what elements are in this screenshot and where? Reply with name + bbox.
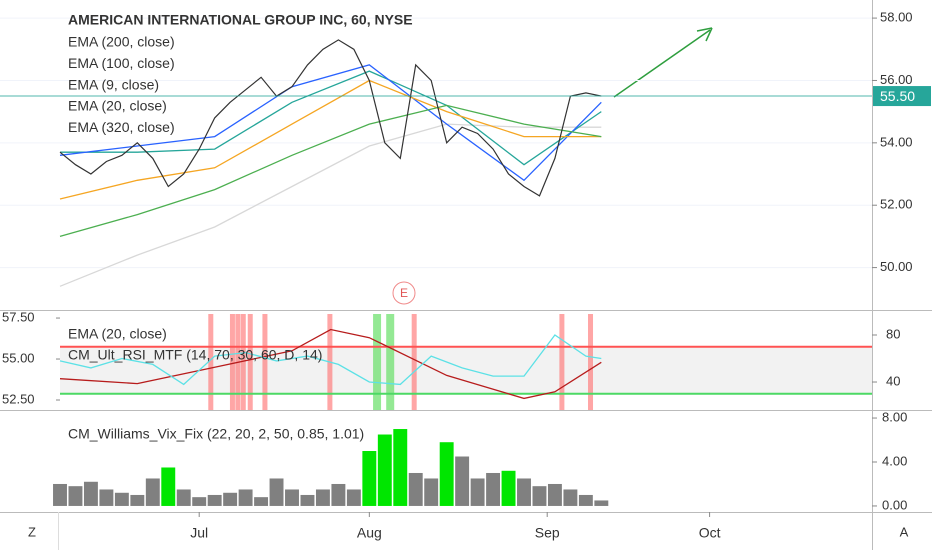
price-line — [59, 39, 602, 197]
y-tick-label: 50.00 — [880, 259, 913, 274]
bar — [161, 467, 176, 506]
arrow-head — [696, 27, 713, 42]
bar — [362, 451, 377, 506]
indicator-line — [59, 328, 602, 400]
y-tick-label: 54.00 — [880, 134, 913, 149]
bar — [130, 494, 145, 506]
bar — [269, 478, 284, 506]
y2-tick-label: 55.00 — [2, 350, 35, 365]
bar — [83, 481, 98, 506]
bar — [486, 472, 501, 506]
bar — [408, 472, 423, 506]
bar — [300, 494, 315, 506]
ema-line — [59, 64, 602, 182]
legend-entry: EMA (9, close) — [68, 76, 159, 92]
bar — [223, 492, 238, 506]
ema-line — [59, 79, 602, 200]
bar — [315, 489, 330, 506]
bar — [114, 492, 129, 506]
bar — [145, 478, 160, 506]
bar — [192, 497, 207, 506]
signal-bar — [588, 314, 594, 410]
bar — [517, 478, 531, 506]
bar — [68, 486, 83, 506]
bar — [594, 500, 609, 506]
x-tick-label: Jul — [190, 525, 208, 541]
bar — [53, 483, 67, 506]
legend-entry: EMA (100, close) — [68, 55, 175, 71]
bar — [377, 434, 392, 506]
y2-tick-label: 52.50 — [2, 391, 35, 406]
bar — [207, 494, 222, 506]
legend-entry: EMA (20, close) — [68, 98, 167, 114]
legend-entry: EMA (200, close) — [68, 34, 175, 50]
signal-bar — [229, 314, 235, 410]
signal-bar — [208, 314, 214, 410]
signal-bar — [411, 314, 417, 410]
bar — [176, 489, 191, 506]
x-tick-label: Sep — [535, 525, 560, 541]
last-price-box — [873, 86, 931, 107]
signal-bar — [247, 314, 253, 410]
bar — [99, 489, 114, 506]
y-tick-label: 0.00 — [882, 497, 907, 512]
bar — [285, 489, 299, 506]
legend-entry: CM_Ult_RSI_MTF (14, 70, 30, 60, D, 14) — [68, 347, 322, 363]
x-tick-label: Aug — [357, 525, 382, 541]
signal-bar — [386, 314, 395, 410]
event-marker[interactable] — [392, 281, 416, 305]
chart-title: AMERICAN INTERNATIONAL GROUP INC, 60, NY… — [68, 12, 413, 28]
bar — [331, 483, 346, 506]
bar — [238, 489, 253, 506]
y2-tick-label: 57.50 — [2, 309, 35, 324]
trend-arrow — [613, 29, 711, 98]
bar — [346, 489, 361, 506]
y-tick-label: 40 — [886, 373, 900, 388]
last-price-label: 55.50 — [880, 88, 915, 104]
y-tick-label: 58.00 — [880, 10, 913, 25]
bar — [470, 478, 485, 506]
bar — [578, 494, 593, 506]
ema-line — [59, 104, 602, 238]
y-tick-label: 8.00 — [882, 409, 907, 424]
bar — [501, 470, 516, 506]
y-tick-label: 4.00 — [882, 453, 907, 468]
bar — [547, 483, 562, 506]
legend-entry: EMA (20, close) — [68, 326, 167, 342]
bar — [532, 486, 547, 506]
band-fill — [60, 346, 872, 394]
bar — [439, 442, 454, 506]
bar — [455, 456, 470, 506]
zoom-button[interactable]: Z — [28, 524, 36, 539]
signal-bar — [559, 314, 565, 410]
y-tick-label: 80 — [886, 326, 900, 341]
event-label[interactable]: E — [400, 286, 408, 300]
legend-entry: EMA (320, close) — [68, 119, 175, 135]
signal-bar — [262, 314, 268, 410]
y-tick-label: 52.00 — [880, 197, 913, 212]
x-tick-label: Oct — [699, 525, 721, 541]
auto-button[interactable]: A — [900, 524, 909, 539]
bar — [254, 497, 269, 506]
bar — [393, 429, 408, 506]
ema-line — [60, 70, 602, 166]
y-tick-label: 56.00 — [880, 72, 913, 87]
indicator-line — [59, 334, 602, 386]
signal-bar — [240, 314, 246, 410]
ema-line — [59, 123, 602, 287]
bar — [563, 489, 578, 506]
signal-bar — [373, 314, 382, 410]
indicator-title: CM_Williams_Vix_Fix (22, 20, 2, 50, 0.85… — [68, 426, 364, 442]
bar — [424, 478, 439, 506]
